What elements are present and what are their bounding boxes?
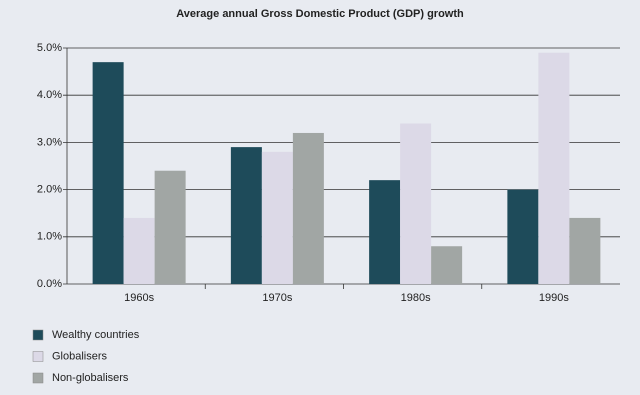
legend-swatch bbox=[32, 329, 44, 341]
x-tick-label: 1960s bbox=[124, 292, 154, 304]
bar bbox=[230, 147, 262, 284]
bar bbox=[154, 170, 186, 284]
bar bbox=[538, 52, 570, 284]
x-tick-label: 1970s bbox=[262, 292, 292, 304]
bar bbox=[123, 217, 155, 284]
legend-swatch bbox=[32, 351, 44, 362]
bar bbox=[92, 62, 124, 284]
legend-label: Wealthy countries bbox=[52, 329, 140, 341]
x-tick-label: 1980s bbox=[401, 292, 431, 304]
y-tick-label: 3.0% bbox=[37, 136, 62, 148]
y-tick-label: 5.0% bbox=[37, 42, 62, 54]
bar bbox=[292, 132, 324, 284]
bar bbox=[400, 123, 432, 285]
bar bbox=[569, 217, 601, 284]
y-tick-label: 2.0% bbox=[37, 184, 62, 196]
legend-label: Non-globalisers bbox=[52, 372, 129, 384]
bar bbox=[369, 180, 401, 284]
y-tick-label: 0.0% bbox=[37, 278, 62, 290]
legend-swatch bbox=[32, 372, 44, 384]
y-tick-label: 1.0% bbox=[37, 231, 62, 243]
bar bbox=[261, 151, 293, 284]
bar bbox=[507, 189, 539, 284]
legend-label: Globalisers bbox=[52, 350, 108, 362]
bar bbox=[431, 246, 463, 284]
y-tick-label: 4.0% bbox=[37, 89, 62, 101]
x-tick-label: 1990s bbox=[539, 292, 569, 304]
chart-title: Average annual Gross Domestic Product (G… bbox=[176, 8, 464, 20]
